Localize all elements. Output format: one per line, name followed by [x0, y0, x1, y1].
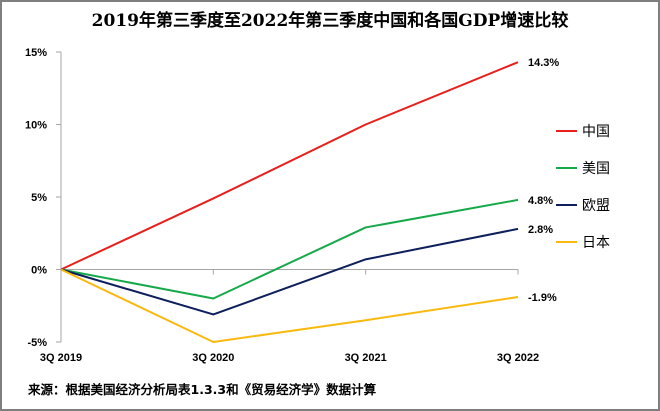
y-tick-label: 15% [25, 47, 47, 59]
series-line-4 [60, 268, 519, 343]
y-tick-label: 10% [25, 120, 47, 132]
x-tick-label: 3Q 2019 [40, 352, 82, 364]
source-note: 来源：根据美国经济分析局表1.3.3和《贸易经济学》数据计算 [28, 382, 377, 397]
end-label-2: 4.8% [528, 195, 553, 207]
legend-label-4: 日本 [582, 235, 610, 251]
series-line-2 [60, 198, 519, 300]
series-line-3 [60, 227, 519, 316]
legend-label-2: 美国 [582, 161, 610, 177]
x-tick-label: 3Q 2020 [192, 352, 234, 364]
series-lines [60, 61, 519, 343]
y-tick-label: 5% [31, 192, 47, 204]
end-label-1: 14.3% [528, 57, 559, 69]
x-tick-label: 3Q 2021 [345, 352, 387, 364]
y-tick-label: 0% [31, 265, 47, 277]
end-label-3: 2.8% [528, 224, 553, 236]
axes: -5% 0% 5% 10% 15% 3Q 2019 3Q 2020 3Q 2021 3Q 202… [25, 47, 539, 364]
data-labels: 14.3% 4.8% 2.8% -1.9% [528, 57, 559, 304]
end-label-4: -1.9% [528, 292, 557, 304]
legend-label-3: 欧盟 [582, 198, 610, 214]
series-line-1 [60, 61, 519, 271]
legend-label-1: 中国 [582, 124, 610, 140]
chart-title: 2019年第三季度至2022年第三季度中国和各国GDP增速比较 [91, 11, 569, 31]
x-tick-label: 3Q 2022 [497, 352, 539, 364]
y-tick-label: -5% [27, 337, 47, 349]
